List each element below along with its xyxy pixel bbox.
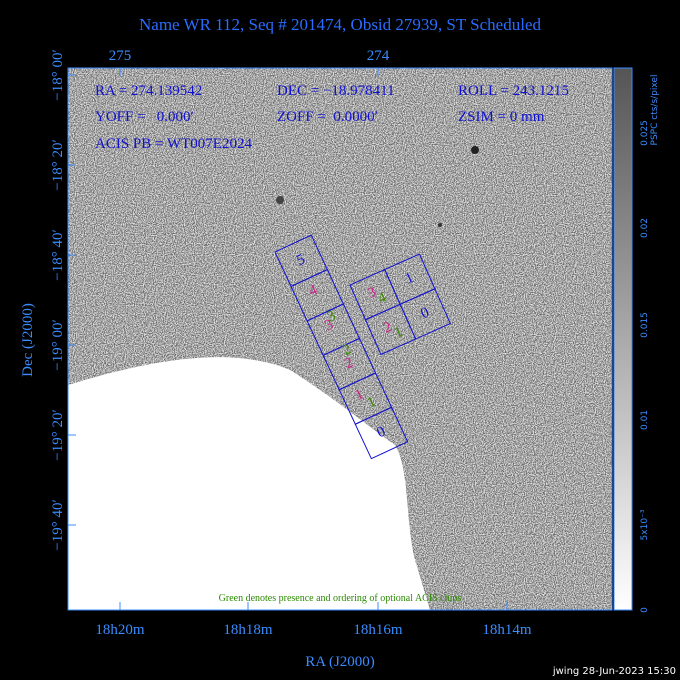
colorbar-labels: 0 5x10⁻³ 0.01 0.015 0.02 0.025 PSPC cts/…	[640, 75, 660, 613]
info-yoff: YOFF = 0.000′	[95, 109, 194, 125]
ra-label: 18h14m	[482, 622, 532, 638]
ra-label: 18h16m	[353, 622, 403, 638]
dec-label: −19° 40′	[50, 499, 66, 551]
colorbar-label: 0.025	[640, 120, 650, 146]
left-labels: −18° 00′ −18° 20′ −18° 40′ −19° 00′ −19°…	[50, 49, 66, 551]
info-acis: ACIS PB = WT007E2024	[95, 136, 252, 152]
info-roll: ROLL = 243.1215	[458, 83, 569, 99]
info-panel: RA = 274.139542 DEC = −18.978411 ROLL = …	[95, 83, 569, 152]
colorbar-label: 0.02	[640, 218, 650, 238]
info-dec: DEC = −18.978411	[277, 83, 395, 99]
colorbar-label: 5x10⁻³	[640, 509, 650, 540]
axis-ticks	[68, 68, 508, 610]
sky-image	[68, 68, 612, 610]
dec-label: −19° 00′	[50, 319, 66, 371]
title: Name WR 112, Seq # 201474, Obsid 27939, …	[139, 15, 541, 34]
y-title: Dec (J2000)	[20, 303, 36, 377]
ra-label: 18h20m	[95, 622, 145, 638]
plot-frame	[67, 67, 613, 611]
dec-label: −18° 20′	[50, 139, 66, 191]
colorbar-label: 0	[640, 607, 650, 613]
dec-label: −19° 20′	[50, 409, 66, 461]
info-zoff: ZOFF = 0.0000′	[277, 109, 378, 125]
colorbar	[613, 67, 633, 611]
colorbar-label: 0.015	[640, 312, 650, 338]
top-label: 274	[367, 48, 390, 64]
x-title: RA (J2000)	[305, 654, 375, 670]
top-label: 275	[109, 48, 132, 64]
dec-label: −18° 40′	[50, 229, 66, 281]
info-ra: RA = 274.139542	[95, 83, 202, 99]
ra-label: 18h18m	[223, 622, 273, 638]
colorbar-label: 0.01	[640, 410, 650, 430]
colorbar-title: PSPC cts/s/pixel	[650, 75, 660, 146]
info-zsim: ZSIM = 0 mm	[458, 109, 545, 125]
note: Green denotes presence and ordering of o…	[219, 593, 462, 604]
dec-label: −18° 00′	[50, 49, 66, 101]
footer: jwing 28-Jun-2023 15:30	[552, 666, 676, 677]
